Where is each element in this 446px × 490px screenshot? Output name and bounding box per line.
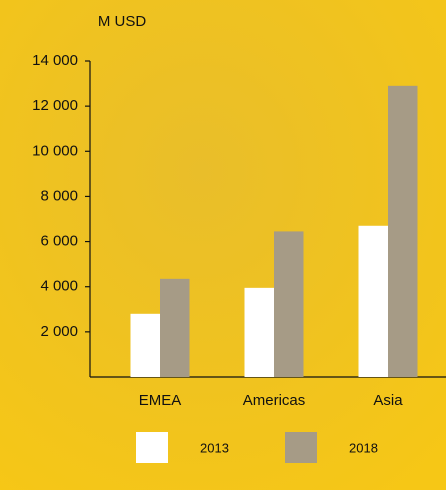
y-tick-label: 10 000 <box>32 142 78 159</box>
y-tick-label: 6 000 <box>40 233 78 250</box>
x-tick-label: Asia <box>373 392 403 409</box>
bar <box>245 288 275 377</box>
x-tick-label: Americas <box>243 392 306 409</box>
bar <box>160 279 190 377</box>
y-axis-label: M USD <box>98 13 147 30</box>
bar <box>274 231 304 377</box>
bar <box>131 314 161 377</box>
x-tick-label: EMEA <box>139 392 182 409</box>
y-tick-label: 4 000 <box>40 278 78 295</box>
bar <box>388 86 418 377</box>
bar <box>359 226 389 377</box>
y-tick-label: 12 000 <box>32 97 78 114</box>
y-tick-label: 8 000 <box>40 187 78 204</box>
y-tick-label: 14 000 <box>32 52 78 69</box>
legend-label: 2018 <box>349 440 378 455</box>
chart: M USD 2 000 4 000 6 000 8 000 10 000 12 000 14… <box>0 0 446 490</box>
legend-swatch <box>285 432 317 463</box>
legend-swatch <box>136 432 168 463</box>
y-tick-label: 2 000 <box>40 323 78 340</box>
legend-label: 2013 <box>200 440 229 455</box>
